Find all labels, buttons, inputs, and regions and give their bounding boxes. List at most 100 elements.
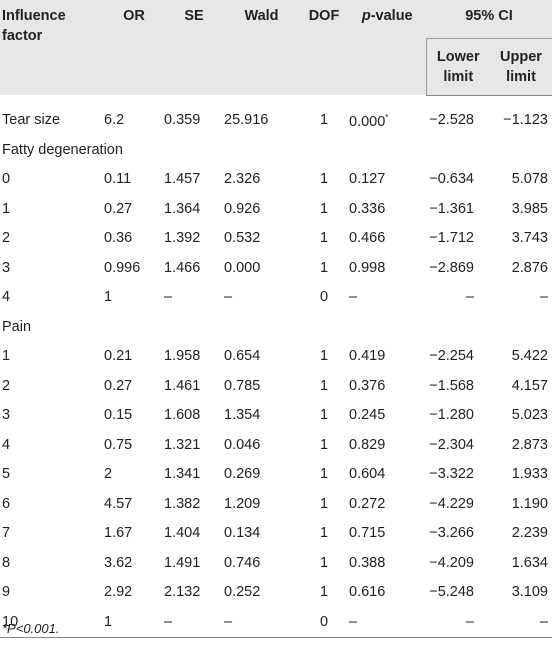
cell-p-value: 0.272 (349, 495, 386, 512)
cell-dof: 0 (319, 289, 329, 306)
cell-or: 4.57 (104, 495, 133, 512)
table-row: 1 0.21 1.958 0.654 1 0.419 −2.254 5.422 (0, 342, 552, 372)
row-label: 3 (2, 259, 11, 276)
row-label: 6 (2, 495, 11, 512)
section-title: Pain (2, 318, 32, 335)
cell-wald: 0.134 (224, 525, 261, 542)
cell-wald: 0.252 (224, 584, 261, 601)
row-label: 2 (2, 230, 11, 247)
cell-se: 1.364 (164, 200, 201, 217)
cell-dof: 0 (299, 607, 349, 638)
cell-p-value: 0.245 (349, 407, 386, 424)
cell-or: 0.36 (104, 230, 133, 247)
section-header-row: Pain (0, 312, 552, 342)
cell-se: 1.466 (164, 259, 201, 276)
cell-dof: 1 (319, 436, 329, 453)
table-row: 8 3.62 1.491 0.746 1 0.388 −4.209 1.634 (0, 548, 552, 578)
cell-lower: −2.254 (429, 348, 474, 365)
cell-wald: 0.746 (224, 554, 261, 571)
header-or: OR (104, 0, 164, 95)
cell-wald: 25.916 (224, 112, 269, 128)
header-influence-factor: Influence factor (0, 0, 104, 95)
table-row: 0 0.11 1.457 2.326 1 0.127 −0.634 5.078 (0, 165, 552, 195)
cell-p-value: 0.616 (349, 584, 386, 601)
cell-dof: 1 (319, 554, 329, 571)
header-upper-limit: Upper limit (490, 38, 552, 96)
cell-or: 0.996 (104, 259, 141, 276)
header-p-value: p-value (349, 0, 426, 95)
cell-or: 0.11 (104, 171, 132, 188)
cell-lower: −2.304 (429, 436, 474, 453)
cell-se: 1.404 (164, 525, 201, 542)
cell-wald: 1.209 (224, 495, 261, 512)
section-header-row: Fatty degeneration (0, 135, 552, 165)
row-label: 10 (0, 607, 104, 638)
cell-lower: −1.712 (429, 230, 474, 247)
cell-upper: 2.873 (511, 436, 548, 453)
cell-wald: 0.785 (224, 377, 261, 394)
cell-wald: 0.532 (224, 230, 261, 247)
cell-lower: −0.634 (429, 171, 474, 188)
cell-lower: −5.248 (429, 584, 474, 601)
significance-mark: * (385, 113, 389, 123)
cell-wald: 0.269 (224, 466, 261, 483)
table-row: 10 1– –0– – – (0, 607, 552, 638)
cell-or: 2 (104, 466, 113, 483)
cell-se: 1.341 (164, 466, 201, 483)
cell-lower: −1.280 (429, 407, 474, 424)
cell-dof: 1 (319, 200, 329, 217)
row-label: 0 (2, 171, 11, 188)
table-row: 2 0.27 1.461 0.785 1 0.376 −1.568 4.157 (0, 371, 552, 401)
cell-wald: 2.326 (224, 171, 261, 188)
header-wald: Wald (224, 0, 299, 95)
table-row: 3 0.996 1.466 0.000 1 0.998 −2.869 2.876 (0, 253, 552, 283)
cell-wald: – (224, 607, 299, 638)
table-row: 9 2.92 2.132 0.252 1 0.616 −5.248 3.109 (0, 578, 552, 608)
cell-or: 3.62 (104, 554, 133, 571)
row-label: 2 (2, 377, 11, 394)
cell-se: 0.359 (164, 112, 201, 128)
cell-p-value: 0.000* (349, 113, 389, 130)
footnote: *P<0.001. (2, 621, 60, 636)
header-lower-limit: Lower limit (425, 38, 490, 96)
cell-p-value: 0.604 (349, 466, 386, 483)
cell-lower: −2.869 (429, 259, 474, 276)
cell-dof: 1 (319, 584, 329, 601)
cell-dof: 1 (319, 495, 329, 512)
cell-wald: 0.926 (224, 200, 261, 217)
cell-p-value: 0.829 (349, 436, 386, 453)
cell-dof: 1 (319, 407, 329, 424)
cell-dof: 1 (319, 466, 329, 483)
cell-p-value: 0.376 (349, 377, 386, 394)
table-row: 2 0.36 1.392 0.532 1 0.466 −1.712 3.743 (0, 224, 552, 254)
cell-upper: 5.422 (511, 348, 548, 365)
cell-or: 0.75 (104, 436, 133, 453)
cell-wald: 0.046 (224, 436, 261, 453)
row-label: 4 (2, 436, 11, 453)
row-label: 8 (2, 554, 11, 571)
cell-wald: 1.354 (224, 407, 261, 424)
cell-p-value: 0.466 (349, 230, 386, 247)
table-row-tear-size: Tear size 6.2 0.359 25.916 1 0.000* −2.5… (0, 95, 552, 135)
cell-or: 0.27 (104, 377, 133, 394)
cell-lower: −1.361 (429, 200, 474, 217)
row-label: 5 (2, 466, 11, 483)
cell-p-value: 0.388 (349, 554, 386, 571)
cell-p-value: 0.336 (349, 200, 386, 217)
cell-lower: −1.568 (429, 377, 474, 394)
cell-lower: −2.528 (429, 112, 474, 129)
section-title: Fatty degeneration (2, 141, 123, 158)
cell-or: 1.67 (104, 525, 133, 542)
cell-dof: 1 (319, 259, 329, 276)
cell-upper: – (539, 289, 548, 306)
row-label: 3 (2, 407, 11, 424)
cell-or: 1 (104, 607, 164, 638)
cell-or: 0.21 (104, 348, 133, 365)
cell-upper: 2.876 (511, 259, 548, 276)
cell-upper: – (490, 607, 552, 638)
cell-lower: – (465, 289, 474, 306)
cell-lower: – (426, 607, 490, 638)
cell-wald: 0.000 (224, 259, 261, 276)
table-row: 4 1 – – 0 – – – (0, 283, 552, 313)
